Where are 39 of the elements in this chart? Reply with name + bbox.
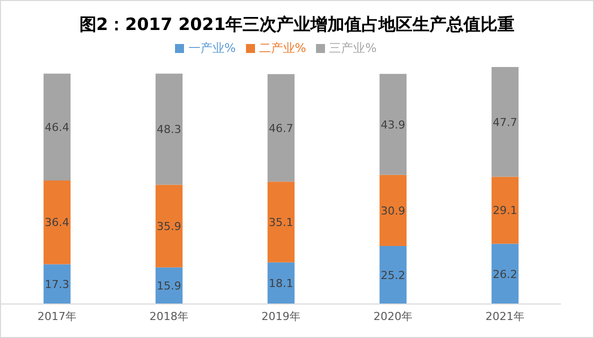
bar	[44, 264, 71, 304]
bar	[492, 244, 519, 304]
data-label: 25.2	[380, 268, 406, 282]
bar	[492, 67, 519, 177]
bar	[380, 246, 407, 304]
bar	[380, 74, 407, 175]
bar	[44, 180, 71, 264]
legend-label: 一产业%	[188, 41, 236, 55]
data-label: 46.4	[44, 120, 70, 134]
data-label: 35.9	[156, 220, 182, 234]
x-tick-label: 2020年	[374, 310, 412, 323]
bar	[492, 176, 519, 244]
chart-title: 图2：2017 2021年三次产业增加值占地区生产总值比重	[78, 14, 516, 36]
x-tick-label: 2019年	[262, 310, 300, 323]
x-tick-label: 2017年	[38, 310, 76, 323]
data-label: 26.2	[492, 268, 518, 281]
bar	[156, 184, 183, 268]
data-label: 47.7	[492, 116, 518, 129]
data-label: 35.1	[268, 216, 294, 229]
bar	[380, 174, 407, 246]
bar	[268, 74, 295, 182]
bar	[268, 182, 295, 262]
data-label: 46.7	[268, 122, 294, 135]
data-label: 43.9	[380, 118, 406, 132]
bar	[156, 267, 183, 304]
data-label: 30.9	[380, 204, 406, 218]
bar	[156, 74, 183, 185]
data-label: 15.9	[156, 280, 182, 293]
x-tick-label: 2021年	[486, 310, 524, 323]
x-tick-label: 2018年	[150, 310, 188, 323]
data-label: 48.3	[156, 123, 182, 136]
data-label: 29.1	[492, 204, 518, 218]
data-label: 17.3	[44, 278, 70, 291]
legend-label: 三产业%	[329, 41, 377, 55]
legend-label: 二产业%	[258, 41, 306, 55]
bar	[44, 74, 71, 180]
bar	[268, 262, 295, 304]
data-label: 18.1	[268, 277, 294, 290]
data-label: 36.4	[44, 216, 70, 230]
